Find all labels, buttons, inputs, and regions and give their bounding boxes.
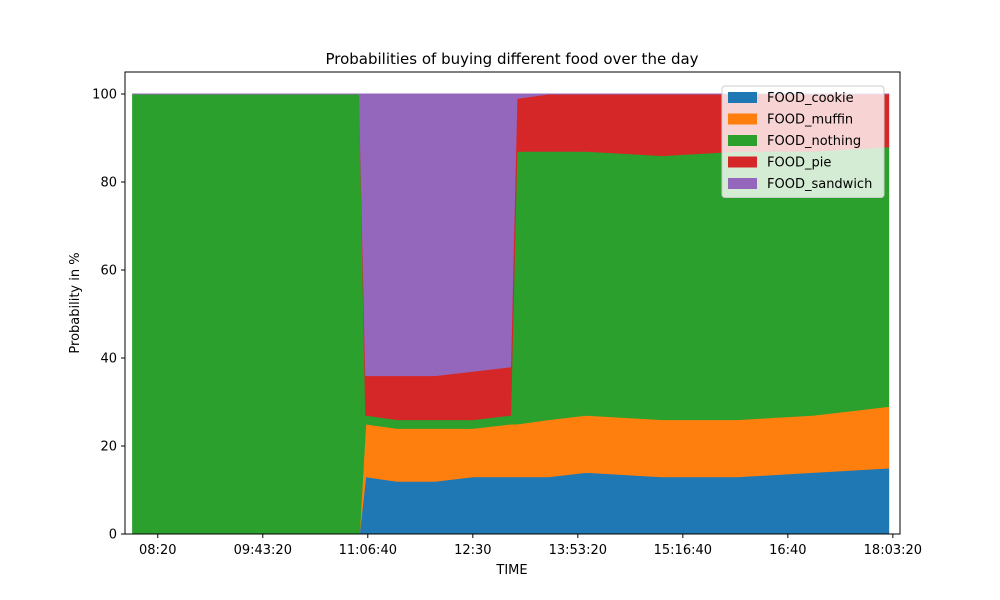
legend-label: FOOD_sandwich	[767, 177, 872, 192]
x-axis-label: TIME	[495, 563, 527, 578]
y-tick-label: 100	[92, 88, 117, 103]
x-tick-label: 08:20	[139, 543, 176, 558]
legend-label: FOOD_cookie	[767, 91, 854, 106]
x-tick-label: 18:03:20	[864, 543, 922, 558]
y-axis-label: Probability in %	[68, 252, 83, 353]
x-tick-label: 11:06:40	[339, 543, 397, 558]
x-tick-label: 13:53:20	[549, 543, 607, 558]
legend-label: FOOD_pie	[767, 156, 831, 171]
legend-swatch	[728, 113, 757, 125]
y-tick-label: 0	[109, 528, 117, 543]
y-axis-ticks: 0 20 40 60 80 100	[92, 88, 125, 543]
chart-title: Probabilities of buying different food o…	[325, 50, 698, 68]
x-axis-ticks: 08:20 09:43:20 11:06:40 12:30 13:53:20 15:16:…	[139, 534, 922, 558]
legend-label: FOOD_nothing	[767, 134, 861, 149]
y-tick-label: 80	[100, 176, 117, 191]
y-tick-label: 60	[100, 264, 117, 279]
legend-swatch	[728, 92, 757, 103]
y-tick-label: 40	[100, 352, 117, 367]
legend: FOOD_cookie FOOD_muffin FOOD_nothing FOOD_p…	[721, 85, 885, 198]
area-food-sandwich	[132, 93, 889, 377]
legend-box	[721, 85, 885, 198]
legend-swatch	[728, 178, 757, 189]
legend-swatch	[728, 156, 757, 168]
y-tick-label: 20	[100, 440, 117, 455]
plot-frame	[124, 71, 901, 535]
x-tick-label: 16:40	[769, 543, 806, 558]
x-tick-label: 09:43:20	[234, 543, 292, 558]
legend-swatch	[728, 135, 757, 146]
x-tick-label: 12:30	[454, 543, 491, 558]
x-tick-label: 15:16:40	[654, 543, 712, 558]
legend-label: FOOD_muffin	[767, 113, 853, 128]
